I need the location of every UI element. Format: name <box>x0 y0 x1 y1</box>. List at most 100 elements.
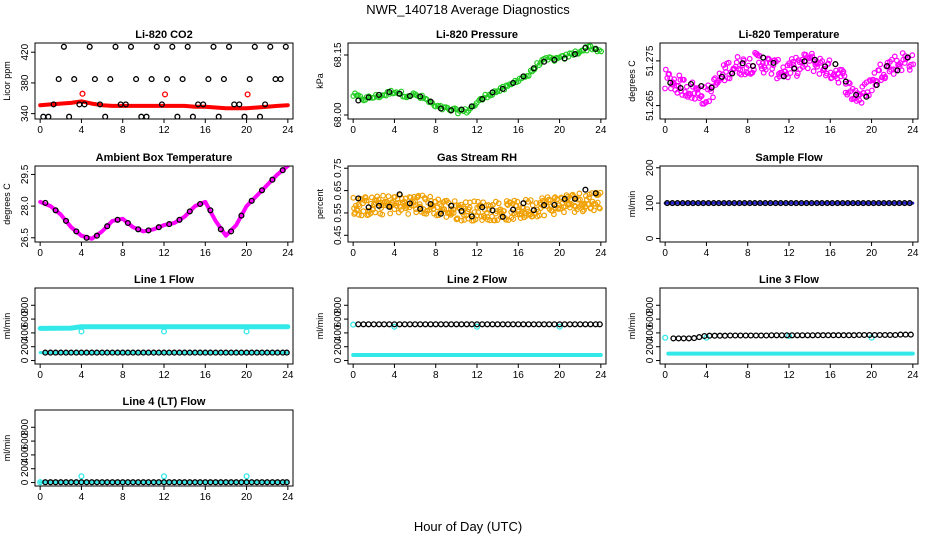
y-tick-label-line3-0: 0 <box>645 357 656 363</box>
x-tick-label-line4-4: 16 <box>200 492 212 503</box>
figure-title: NWR_140718 Average Diagnostics <box>366 2 570 17</box>
panel-title-pressure: Li-820 Pressure <box>436 29 518 41</box>
series-co2-2-point-6 <box>102 113 109 119</box>
x-tick-label-line1-5: 20 <box>241 370 253 381</box>
series-rh-1-point-3 <box>386 203 393 210</box>
y-tick-label-line4-0: 0 <box>20 479 31 485</box>
panel-line1: Line 1 Flow ml/min 0 4 8 12 16 20 24 0 20040060080… <box>2 274 294 381</box>
series-temperature-0-point-133 <box>787 62 793 69</box>
panel-ylabel-temperature: degrees C <box>627 60 637 102</box>
series-co2-3-point-7 <box>117 101 124 108</box>
panel-data-line2 <box>350 321 603 357</box>
series-rh-0-point-124 <box>441 206 448 213</box>
series-co2-2-point-16 <box>205 76 212 83</box>
series-temperature-0-point-158 <box>810 68 817 75</box>
panel-ylabel-line2: ml/min <box>315 313 325 340</box>
x-tick-label-line3-2: 8 <box>745 370 751 381</box>
series-temperature-0-point-35 <box>694 90 701 97</box>
y-tick-label-line2-2: 400 <box>333 324 344 341</box>
panel-co2: Li-820 CO2 Licor ppm 0 4 8 12 16 20 24 340 380 420 <box>2 29 294 136</box>
series-temperature-0-point-44 <box>703 98 709 105</box>
series-rh-0-point-327 <box>591 207 597 214</box>
panel-ylabel-sample-flow: ml/min <box>627 191 637 218</box>
x-tick-label-line1-0: 0 <box>37 370 43 381</box>
x-tick-label-sample-flow-0: 0 <box>662 248 668 259</box>
series-rh-1-point-17 <box>530 207 537 214</box>
y-tick-label-line3-4: 800 <box>645 297 656 314</box>
series-rh-0-point-196 <box>494 217 501 224</box>
series-line1-1-point-1 <box>160 328 168 335</box>
series-pressure-1-point-3 <box>386 88 393 96</box>
panel-temperature: Li-820 Temperature degrees C 0 4 8 12 16 20 24 51… <box>627 29 919 136</box>
series-rh-0-point-59 <box>393 202 400 209</box>
series-ambient-1-point-14 <box>186 208 193 215</box>
x-tick-label-line2-0: 0 <box>350 370 356 381</box>
x-tick-label-ambient-0: 0 <box>37 248 43 259</box>
x-tick-label-pressure-5: 20 <box>554 125 566 136</box>
series-rh-0-point-286 <box>561 209 567 216</box>
panel-pressure: Li-820 Pressure kPa 0 4 8 12 16 20 24 68.00 68.15 <box>315 29 607 136</box>
y-tick-label-line2-0: 0 <box>333 357 344 363</box>
series-temperature-0-point-81 <box>738 71 744 78</box>
series-pressure-1-point-0 <box>355 97 362 104</box>
series-temperature-0-point-220 <box>869 87 875 94</box>
series-ambient-1-point-7 <box>114 216 121 223</box>
series-co2-2-point-12 <box>164 76 171 83</box>
x-tick-label-line2-3: 12 <box>471 370 483 381</box>
y-tick-label-line4-3: 600 <box>20 432 31 449</box>
series-pressure-1-point-14 <box>499 85 506 92</box>
panel-ylabel-co2: Licor ppm <box>2 61 12 101</box>
x-tick-label-rh-0: 0 <box>350 248 356 259</box>
x-tick-label-pressure-2: 8 <box>433 125 439 136</box>
series-line1-1-point-0 <box>78 328 85 335</box>
x-tick-label-sample-flow-4: 16 <box>825 248 837 259</box>
series-temperature-0-point-95 <box>751 66 757 73</box>
series-ambient-1-point-6 <box>104 223 111 230</box>
series-co2-2-point-2 <box>60 43 67 50</box>
panel-title-temperature: Li-820 Temperature <box>739 29 840 41</box>
series-pressure-0-point-102 <box>525 72 532 79</box>
panel-line2: Line 2 Flow ml/min 0 4 8 12 16 20 24 0 20040060080… <box>315 274 607 381</box>
series-temperature-0-point-23 <box>683 83 690 90</box>
x-tick-label-line1-3: 12 <box>158 370 170 381</box>
x-tick-label-line4-0: 0 <box>37 492 43 503</box>
x-tick-label-line3-0: 0 <box>662 370 668 381</box>
series-line2-1-point-1 <box>391 323 398 330</box>
series-rh-0-point-207 <box>503 216 509 223</box>
series-temperature-0-point-235 <box>882 73 889 80</box>
series-line4-1-point-1 <box>78 473 85 480</box>
series-ambient-1-point-9 <box>135 226 142 233</box>
series-temperature-1-point-2 <box>687 80 695 88</box>
x-tick-label-pressure-1: 4 <box>392 125 398 136</box>
series-ambient-1-point-8 <box>124 219 131 227</box>
panel-line3: Line 3 Flow ml/min 0 4 8 12 16 20 24 0 20040060080… <box>627 274 919 381</box>
x-tick-label-temperature-3: 12 <box>783 125 795 136</box>
y-tick-label-line4-1: 200 <box>20 460 31 477</box>
series-ambient-1-point-21 <box>258 187 266 194</box>
series-rh-0-point-48 <box>385 193 392 200</box>
series-rh-1-point-5 <box>406 200 413 207</box>
x-tick-label-temperature-0: 0 <box>662 125 668 136</box>
series-rh-0-point-164 <box>471 198 478 205</box>
series-pressure-1-point-11 <box>468 103 475 110</box>
series-ambient-0-line <box>38 166 290 241</box>
series-temperature-1-point-6 <box>729 70 736 77</box>
figure-xlabel: Hour of Day (UTC) <box>414 519 522 534</box>
series-temperature-1-point-9 <box>760 54 767 61</box>
series-temperature-1-point-1 <box>677 84 684 92</box>
panel-title-line4: Line 4 (LT) Flow <box>123 396 206 408</box>
series-rh-0-point-241 <box>527 197 534 204</box>
x-tick-label-co2-4: 16 <box>200 125 212 136</box>
series-pressure-1-point-15 <box>510 79 517 87</box>
series-rh-0-point-332 <box>594 199 601 206</box>
y-tick-label-rh-1: 0.55 <box>333 203 344 223</box>
series-temperature-1-point-4 <box>708 84 715 91</box>
series-temperature-0-point-164 <box>816 70 823 77</box>
series-rh-1-point-20 <box>561 195 568 202</box>
series-temperature-0-point-90 <box>746 55 753 62</box>
series-rh-1-point-15 <box>510 206 517 213</box>
series-rh-1-point-18 <box>541 202 548 209</box>
series-co2-1-point-1 <box>161 91 169 98</box>
